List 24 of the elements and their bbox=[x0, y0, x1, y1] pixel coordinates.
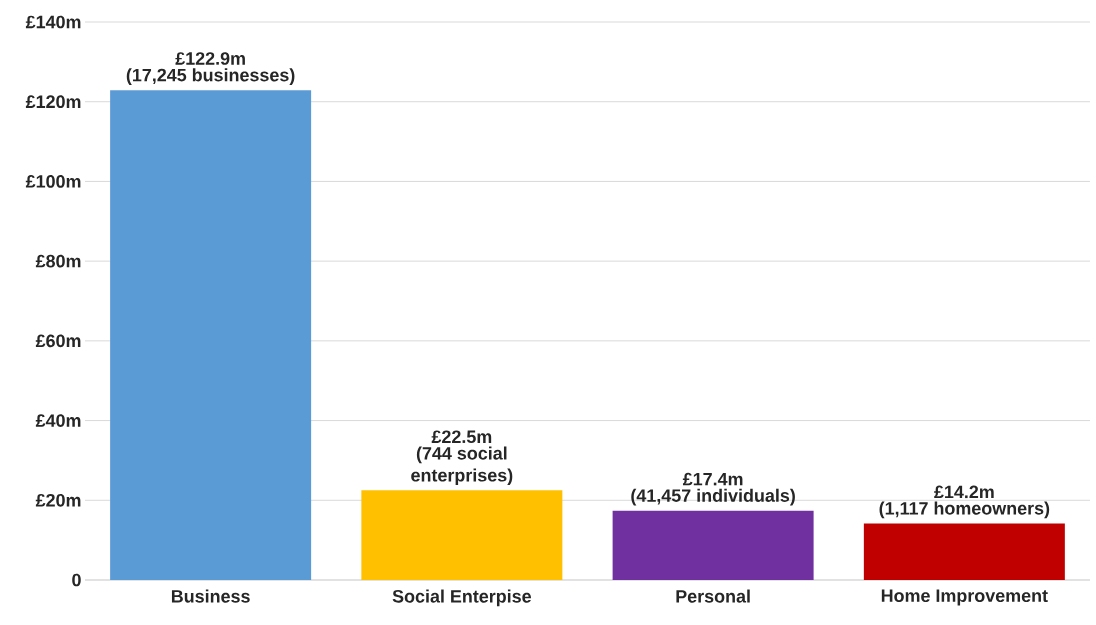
y-tick-label: 0 bbox=[72, 573, 81, 587]
y-tick-label: £20m bbox=[35, 493, 81, 507]
bar bbox=[361, 490, 563, 580]
data-label: £122.9m bbox=[175, 52, 245, 65]
y-tick-label: £40m bbox=[35, 414, 81, 427]
bar bbox=[110, 90, 312, 580]
y-tick-label: £120m bbox=[25, 95, 81, 109]
y-tick-label: £100m bbox=[25, 175, 81, 188]
annotation: (17,245 businesses) bbox=[126, 68, 295, 85]
annotation: (744 social enterprises) bbox=[411, 446, 513, 486]
bar bbox=[863, 523, 1065, 580]
data-label: £17.4m bbox=[682, 472, 743, 486]
y-tick-label: £140m bbox=[25, 15, 81, 29]
x-tick-label: Personal bbox=[676, 589, 750, 603]
data-label: £14.2m bbox=[934, 485, 994, 499]
y-tick-label: £60m bbox=[35, 334, 81, 348]
x-tick-label: Social Enterpise bbox=[392, 589, 532, 607]
x-tick-label: Business bbox=[171, 589, 250, 603]
bar bbox=[612, 510, 814, 580]
y-tick-label: £80m bbox=[35, 254, 81, 268]
annotation: (41,457 individuals) bbox=[631, 488, 795, 506]
annotation: (1,117 homeowners) bbox=[879, 501, 1050, 519]
data-label: £22.5m bbox=[431, 430, 492, 444]
x-tick-label: Home Improvement bbox=[881, 589, 1048, 606]
